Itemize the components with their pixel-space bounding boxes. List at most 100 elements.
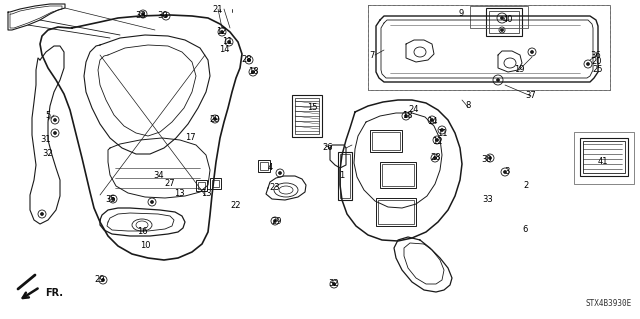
- Circle shape: [141, 12, 145, 16]
- Text: 11: 11: [436, 130, 447, 138]
- Text: 22: 22: [231, 202, 241, 211]
- Circle shape: [111, 197, 115, 201]
- Bar: [376, 198, 416, 226]
- Bar: [258, 160, 270, 172]
- Circle shape: [214, 117, 216, 121]
- Text: 1: 1: [339, 170, 344, 180]
- Text: 33: 33: [483, 195, 493, 204]
- Circle shape: [504, 170, 506, 174]
- Text: 34: 34: [154, 170, 164, 180]
- Text: 13: 13: [173, 189, 184, 197]
- Circle shape: [40, 212, 44, 216]
- Bar: [382, 164, 414, 186]
- Text: 2: 2: [524, 181, 529, 189]
- Text: 16: 16: [137, 227, 147, 236]
- Bar: [372, 132, 400, 150]
- Text: 28: 28: [431, 153, 442, 162]
- Circle shape: [150, 201, 154, 204]
- Text: 18: 18: [402, 112, 412, 121]
- Text: STX4B3930E: STX4B3930E: [586, 299, 632, 308]
- Text: 25: 25: [593, 65, 604, 75]
- Circle shape: [221, 31, 223, 33]
- Circle shape: [586, 63, 589, 65]
- Bar: [470, 6, 528, 28]
- Circle shape: [54, 118, 56, 122]
- Text: 21: 21: [212, 4, 223, 13]
- Circle shape: [531, 50, 534, 54]
- Bar: [198, 182, 205, 189]
- Circle shape: [440, 129, 444, 131]
- Circle shape: [252, 70, 255, 73]
- Text: 19: 19: [514, 65, 524, 75]
- Text: 3: 3: [504, 167, 509, 175]
- Text: 8: 8: [465, 100, 470, 109]
- Circle shape: [164, 14, 168, 18]
- Bar: [340, 154, 350, 198]
- Circle shape: [227, 41, 230, 43]
- Circle shape: [54, 131, 56, 135]
- Text: 12: 12: [432, 137, 442, 145]
- Bar: [486, 8, 522, 36]
- Text: 15: 15: [307, 103, 317, 113]
- Text: 32: 32: [43, 149, 53, 158]
- Text: 18: 18: [248, 66, 259, 76]
- Circle shape: [435, 138, 438, 142]
- Circle shape: [278, 172, 282, 174]
- Bar: [489, 11, 519, 33]
- Text: 30: 30: [482, 155, 492, 165]
- Text: 10: 10: [140, 241, 150, 249]
- Text: 26: 26: [323, 144, 333, 152]
- Bar: [338, 152, 352, 200]
- Circle shape: [431, 118, 433, 122]
- Text: 23: 23: [269, 182, 280, 191]
- Text: 14: 14: [219, 46, 229, 55]
- Text: 7: 7: [369, 50, 374, 60]
- Circle shape: [497, 78, 499, 81]
- Circle shape: [248, 58, 250, 62]
- Text: 28: 28: [242, 56, 252, 64]
- Text: 29: 29: [95, 275, 105, 284]
- Circle shape: [488, 157, 492, 160]
- Bar: [580, 138, 628, 176]
- Text: 29: 29: [210, 115, 220, 123]
- Text: 4: 4: [268, 164, 273, 173]
- Circle shape: [500, 17, 504, 19]
- Bar: [574, 132, 634, 184]
- Text: 12: 12: [216, 27, 227, 36]
- Bar: [210, 178, 221, 189]
- Text: 17: 17: [185, 133, 195, 143]
- Circle shape: [273, 219, 276, 222]
- Bar: [196, 180, 207, 191]
- Bar: [370, 130, 402, 152]
- Text: 24: 24: [409, 105, 419, 114]
- Circle shape: [433, 157, 436, 160]
- Text: 35: 35: [106, 196, 116, 204]
- Bar: [583, 141, 625, 173]
- Text: 11: 11: [221, 38, 232, 47]
- Bar: [380, 162, 416, 188]
- Text: 14: 14: [427, 116, 437, 125]
- Text: 32: 32: [329, 279, 339, 288]
- Bar: [292, 95, 322, 137]
- Text: 13: 13: [201, 189, 211, 197]
- Text: 36: 36: [591, 51, 602, 61]
- Bar: [260, 162, 268, 170]
- Circle shape: [404, 115, 408, 117]
- Bar: [378, 200, 414, 224]
- Text: 20: 20: [592, 56, 602, 65]
- Bar: [295, 98, 319, 134]
- Text: 27: 27: [164, 179, 175, 188]
- Text: 31: 31: [41, 135, 51, 144]
- Text: FR.: FR.: [45, 288, 63, 298]
- Text: 41: 41: [598, 157, 608, 166]
- Circle shape: [102, 278, 104, 281]
- Circle shape: [500, 28, 504, 32]
- Text: 30: 30: [157, 11, 168, 20]
- Circle shape: [333, 283, 335, 286]
- Text: 29: 29: [272, 217, 282, 226]
- Text: 33: 33: [136, 11, 147, 20]
- Bar: [212, 180, 219, 187]
- Text: 9: 9: [458, 10, 463, 19]
- Text: 37: 37: [525, 92, 536, 100]
- Text: 40: 40: [503, 16, 513, 25]
